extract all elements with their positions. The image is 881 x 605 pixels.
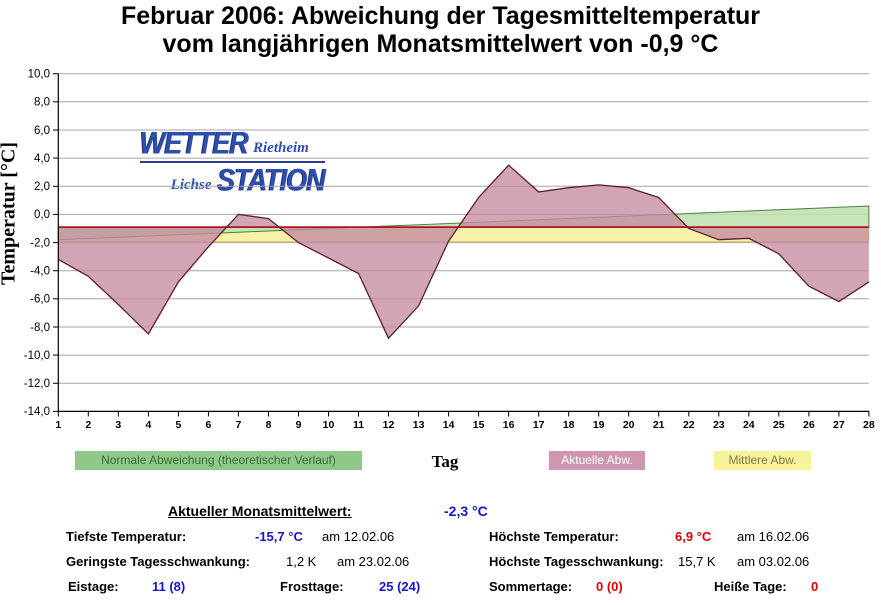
- svg-text:6,0: 6,0: [34, 125, 50, 137]
- svg-text:17: 17: [533, 419, 545, 431]
- svg-text:12: 12: [383, 419, 395, 431]
- svg-text:27: 27: [833, 419, 845, 431]
- svg-text:20: 20: [623, 419, 635, 431]
- svg-text:10,0: 10,0: [28, 69, 50, 81]
- svg-text:23: 23: [713, 419, 725, 431]
- svg-text:2,0: 2,0: [34, 181, 50, 193]
- svg-text:16: 16: [503, 419, 515, 431]
- svg-text:7: 7: [235, 419, 241, 431]
- svg-text:21: 21: [653, 419, 665, 431]
- svg-text:26: 26: [803, 419, 815, 431]
- svg-text:13: 13: [413, 419, 425, 431]
- svg-text:15: 15: [473, 419, 485, 431]
- svg-text:19: 19: [593, 419, 605, 431]
- svg-text:4,0: 4,0: [34, 153, 50, 165]
- svg-text:0,0: 0,0: [34, 209, 50, 221]
- svg-text:-8,0: -8,0: [30, 322, 50, 334]
- svg-text:6: 6: [205, 419, 211, 431]
- svg-text:-14,0: -14,0: [24, 406, 50, 418]
- svg-text:-10,0: -10,0: [24, 350, 50, 362]
- svg-text:4: 4: [145, 419, 151, 431]
- svg-text:3: 3: [115, 419, 121, 431]
- svg-text:2: 2: [85, 419, 91, 431]
- svg-text:-2,0: -2,0: [30, 237, 50, 249]
- svg-text:11: 11: [353, 419, 364, 431]
- svg-text:28: 28: [863, 419, 875, 431]
- svg-text:8,0: 8,0: [34, 97, 50, 109]
- svg-text:9: 9: [296, 419, 302, 431]
- svg-text:-4,0: -4,0: [30, 266, 50, 278]
- svg-text:8: 8: [266, 419, 272, 431]
- svg-text:-12,0: -12,0: [24, 378, 50, 390]
- svg-text:-6,0: -6,0: [30, 294, 50, 306]
- svg-text:14: 14: [443, 419, 455, 431]
- svg-text:24: 24: [743, 419, 755, 431]
- svg-text:18: 18: [563, 419, 575, 431]
- svg-text:5: 5: [175, 419, 181, 431]
- svg-text:10: 10: [323, 419, 335, 431]
- svg-text:22: 22: [683, 419, 695, 431]
- svg-text:1: 1: [55, 419, 61, 431]
- svg-text:25: 25: [773, 419, 785, 431]
